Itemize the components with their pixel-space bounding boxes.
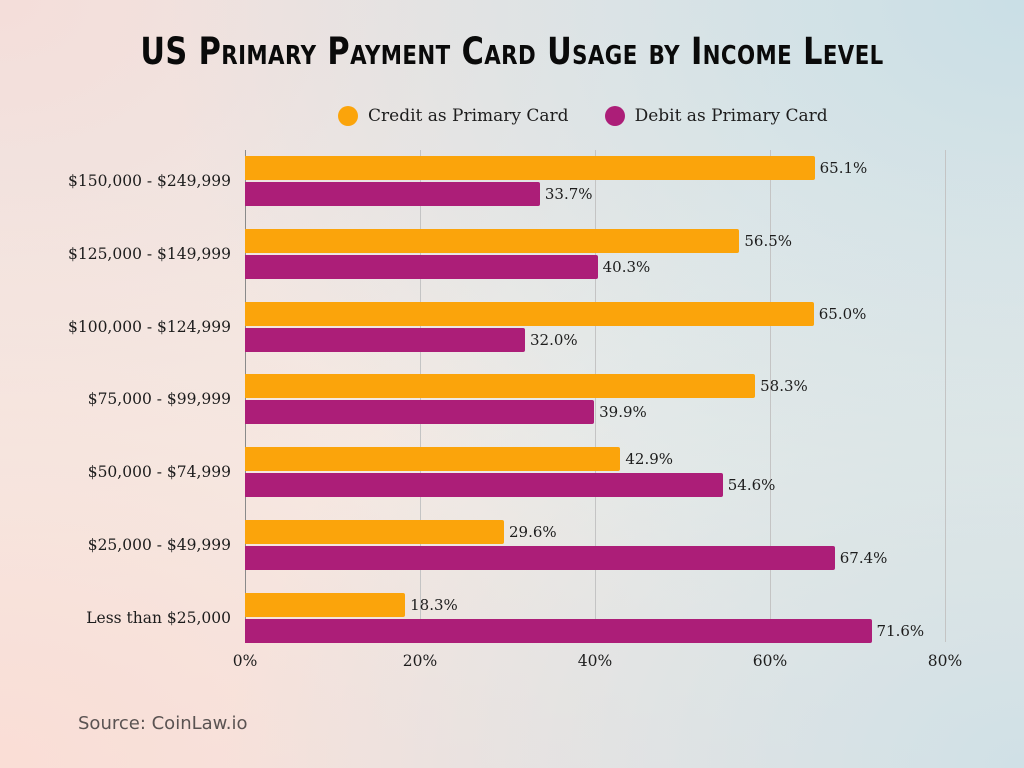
credit-bar xyxy=(245,592,406,617)
category-label: $75,000 - $99,999 xyxy=(87,390,231,409)
x-tick-label: 20% xyxy=(402,652,438,670)
legend-label-debit: Debit as Primary Card xyxy=(634,106,828,126)
debit-value-label: 67.4% xyxy=(839,549,888,567)
credit-dot-icon xyxy=(338,106,358,126)
plot-area: 65.1% 33.7% 56.5% 40.3% 65.0% 32.0% 58.3% 39.9%… xyxy=(245,150,946,643)
gridline-60 xyxy=(770,150,771,642)
legend-label-credit: Credit as Primary Card xyxy=(368,106,569,126)
debit-value-label: 39.9% xyxy=(599,403,647,422)
source-note: Source: CoinLaw.io xyxy=(78,713,248,734)
x-tick-label: 0% xyxy=(232,652,258,670)
credit-bar xyxy=(245,520,504,544)
x-tick-label: 60% xyxy=(752,652,788,670)
credit-value-label: 29.6% xyxy=(509,523,557,541)
debit-value-label: 71.6% xyxy=(876,621,925,640)
credit-value-label: 18.3% xyxy=(410,595,458,614)
legend: Credit as Primary Card Debit as Primary … xyxy=(338,106,864,126)
debit-bar xyxy=(245,327,525,352)
chart-title: US Primary Payment Card Usage by Income … xyxy=(140,30,884,73)
x-tick-label: 40% xyxy=(577,652,613,670)
credit-bar xyxy=(245,156,815,180)
category-label: $125,000 - $149,999 xyxy=(67,244,231,263)
category-label: $100,000 - $124,999 xyxy=(67,317,231,336)
credit-bar xyxy=(245,374,756,399)
debit-bar xyxy=(245,618,872,643)
debit-bar xyxy=(245,546,835,570)
category-label: Less than $25,000 xyxy=(86,608,231,627)
debit-bar xyxy=(245,473,723,498)
credit-value-label: 65.1% xyxy=(819,159,868,177)
gridline-80 xyxy=(945,150,946,642)
legend-item-credit: Credit as Primary Card xyxy=(338,106,569,126)
credit-value-label: 42.9% xyxy=(625,450,674,469)
debit-value-label: 33.7% xyxy=(544,185,593,203)
debit-bar xyxy=(245,254,598,279)
debit-value-label: 40.3% xyxy=(602,257,651,276)
debit-bar xyxy=(245,400,595,425)
debit-bar xyxy=(245,182,540,206)
credit-value-label: 58.3% xyxy=(760,377,808,396)
debit-value-label: 32.0% xyxy=(530,330,578,349)
category-label: $150,000 - $249,999 xyxy=(67,172,231,190)
credit-bar xyxy=(245,447,621,472)
debit-dot-icon xyxy=(604,106,625,126)
credit-bar xyxy=(245,228,740,253)
credit-value-label: 56.5% xyxy=(744,231,793,250)
credit-value-label: 65.0% xyxy=(818,304,867,323)
x-tick-label: 80% xyxy=(927,652,963,670)
category-label: $50,000 - $74,999 xyxy=(87,463,231,482)
category-label: $25,000 - $49,999 xyxy=(87,536,231,554)
credit-bar xyxy=(245,301,814,326)
legend-item-debit: Debit as Primary Card xyxy=(604,106,828,126)
debit-value-label: 54.6% xyxy=(727,476,776,495)
